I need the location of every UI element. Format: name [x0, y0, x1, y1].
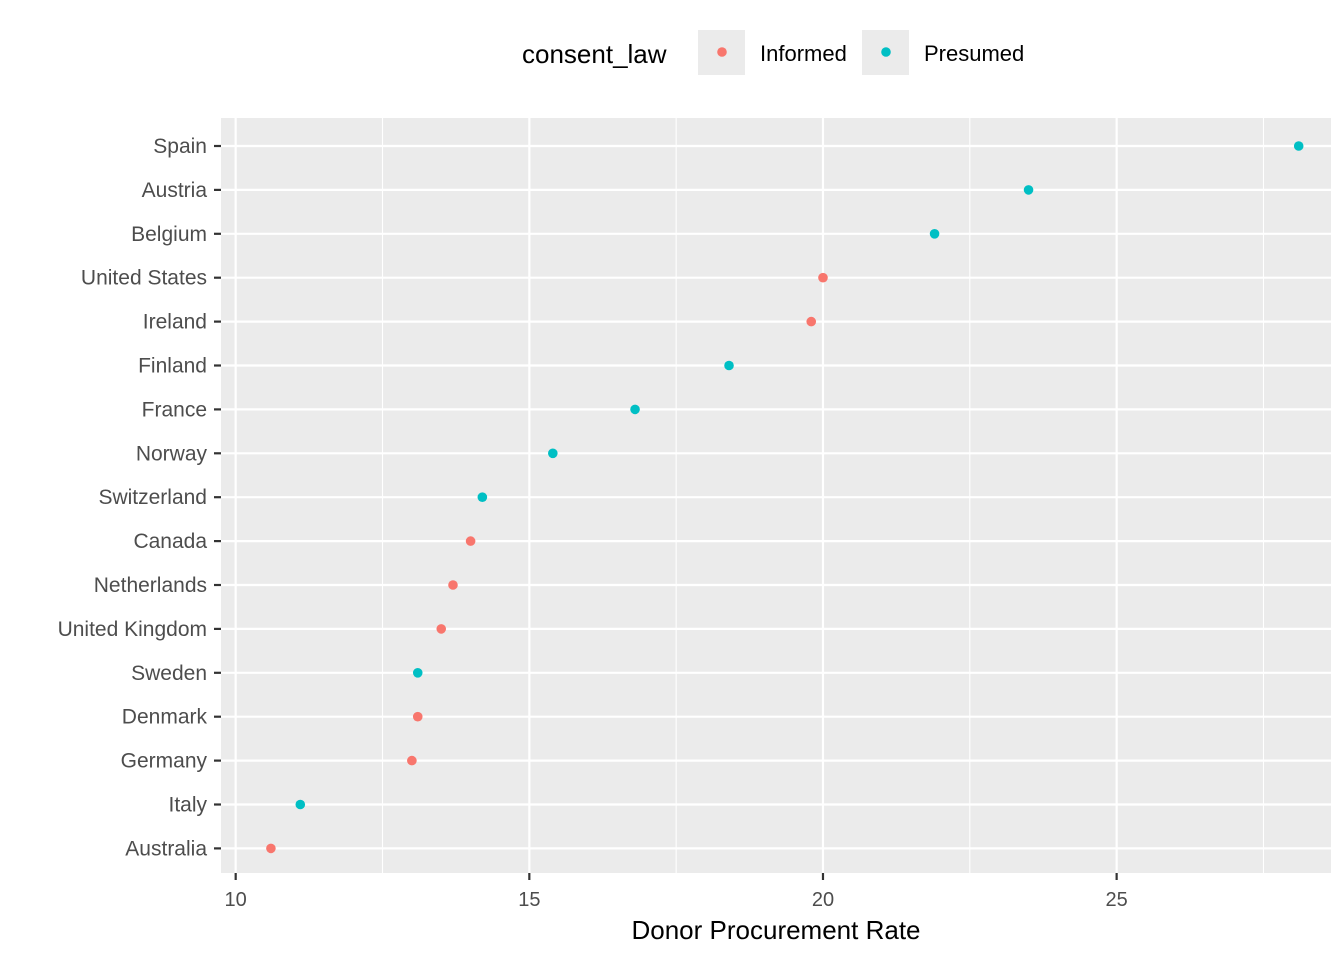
y-tick-label-sweden: Sweden [131, 662, 207, 685]
x-axis-title: Donor Procurement Rate [631, 915, 920, 945]
data-point-ireland [806, 316, 817, 327]
data-point-germany [407, 755, 417, 766]
y-tick-label-australia: Australia [125, 837, 207, 860]
data-point-finland [724, 360, 734, 371]
legend-title: consent_law [522, 39, 667, 69]
x-tick-label: 25 [1106, 889, 1128, 911]
data-point-united-kingdom [436, 624, 447, 634]
legend-label-presumed: Presumed [924, 41, 1024, 66]
x-axis: 10 15 20 25 [225, 873, 1128, 911]
legend: consent_law Informed Presumed [522, 30, 1024, 75]
x-tick-label: 10 [225, 889, 247, 911]
data-point-norway [548, 448, 558, 459]
data-point-netherlands [448, 580, 458, 590]
y-tick-label-ireland: Ireland [143, 311, 207, 334]
y-tick-label-spain: Spain [153, 135, 207, 158]
y-tick-label-denmark: Denmark [122, 706, 208, 729]
x-tick-label: 15 [518, 889, 540, 911]
y-tick-label-belgium: Belgium [131, 223, 207, 246]
data-point-italy [295, 799, 306, 810]
y-tick-label-germany: Germany [121, 750, 208, 773]
data-point-canada [465, 536, 476, 546]
data-point-spain [1293, 141, 1304, 151]
y-axis: Spain Austria Belgium United States Ireland F… [58, 135, 221, 860]
data-point-switzerland [477, 492, 488, 503]
y-tick-label-italy: Italy [168, 794, 207, 817]
x-tick-label: 20 [812, 889, 834, 911]
legend-label-informed: Informed [760, 41, 847, 66]
y-tick-label-canada: Canada [133, 530, 207, 553]
legend-dot-presumed [881, 47, 891, 57]
data-point-united-states [818, 272, 828, 283]
data-point-sweden [412, 668, 423, 678]
data-point-denmark [412, 711, 423, 722]
major-gridlines [221, 118, 1331, 873]
legend-dot-informed [717, 47, 727, 57]
y-tick-label-united-states: United States [81, 267, 207, 290]
data-point-austria [1023, 185, 1034, 195]
data-point-france [630, 404, 640, 415]
y-tick-label-netherlands: Netherlands [94, 574, 207, 597]
data-point-belgium [929, 229, 940, 239]
minor-gridlines [381, 118, 1265, 873]
y-tick-label-france: France [142, 398, 207, 421]
plot-panel [221, 118, 1331, 873]
y-tick-label-switzerland: Switzerland [98, 486, 207, 509]
y-tick-label-united-kingdom: United Kingdom [58, 618, 207, 641]
y-tick-label-finland: Finland [138, 355, 207, 378]
y-tick-label-austria: Austria [142, 179, 208, 202]
y-tick-label-norway: Norway [136, 442, 208, 465]
data-point-australia [266, 843, 276, 854]
data-points [266, 141, 1304, 854]
